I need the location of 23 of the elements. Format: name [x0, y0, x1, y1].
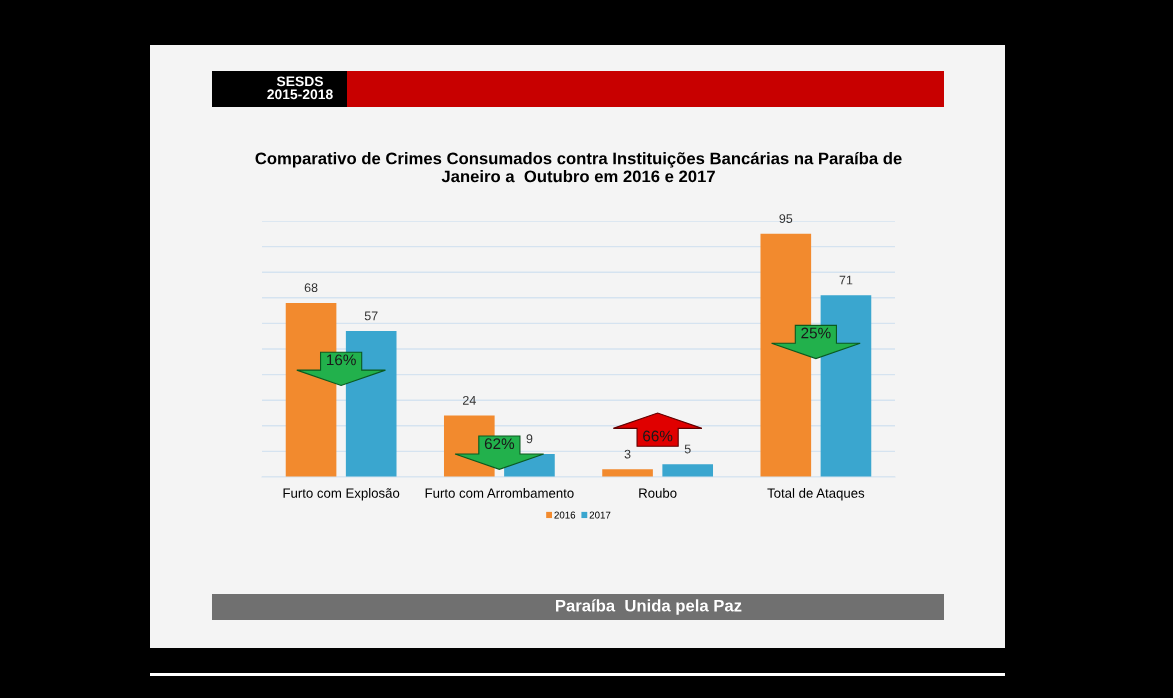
legend-label: 2017: [589, 511, 611, 519]
x-tick-label: Roubo: [639, 488, 677, 498]
annotation: 66%: [643, 430, 673, 442]
x-tick-label: Furto com Explosão: [283, 488, 400, 501]
data-label: 68: [304, 283, 318, 293]
bar: [602, 469, 653, 477]
x-tick-label: Furto com Arrombamento: [425, 488, 574, 498]
text: SESDS 2015-2018: [267, 76, 333, 100]
chart-title: Comparativo de Crimes Consumados contra Instituições Bancárias na Paraíba de Janeiro a Outubro em 2016 e 2017: [255, 151, 902, 183]
data-label: 57: [364, 311, 378, 321]
data-label: 9: [526, 434, 533, 444]
data-label: 71: [839, 275, 853, 285]
data-label: 3: [624, 449, 631, 459]
annotation: 16%: [327, 354, 356, 366]
annotation: 62%: [484, 438, 515, 450]
data-label: 95: [779, 214, 793, 223]
text: Paraíba Unida pela Paz: [556, 599, 742, 615]
data-label: 5: [684, 444, 691, 454]
legend-label: 2016: [554, 511, 576, 519]
x-tick-label: Total de Ataques: [767, 488, 865, 501]
data-label: 24: [462, 395, 476, 405]
annotation: 25%: [801, 327, 831, 339]
bar: [662, 464, 714, 477]
